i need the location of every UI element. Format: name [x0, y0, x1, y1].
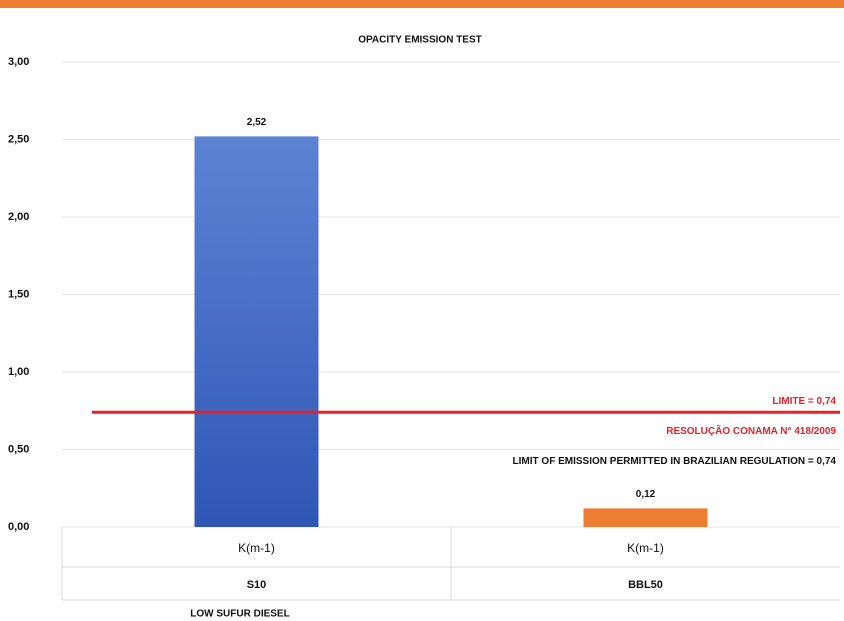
y-tick-label: 2,00: [8, 211, 29, 223]
y-tick-label: 2,50: [8, 133, 29, 145]
y-tick-label: 1,00: [8, 366, 29, 378]
y-tick-label: 0,00: [8, 521, 29, 533]
x-subcategory-label: K(m-1): [238, 541, 275, 555]
y-tick-label: 3,00: [8, 56, 29, 68]
reference-note: LIMIT OF EMISSION PERMITTED IN BRAZILIAN…: [513, 456, 837, 467]
x-tick-label: S10: [247, 579, 267, 591]
y-tick-label: 1,50: [8, 288, 29, 300]
data-label: 0,12: [636, 489, 656, 500]
chart-title: OPACITY EMISSION TEST: [358, 35, 482, 46]
annotation: LOW SUFUR DIESEL: [190, 609, 289, 620]
y-tick-label: 0,50: [8, 443, 29, 455]
top-bar: [0, 0, 844, 8]
x-tick-label: BBL50: [628, 579, 663, 591]
bar: [583, 508, 708, 527]
x-subcategory-label: K(m-1): [627, 541, 664, 555]
bar: [194, 136, 319, 527]
reference-label: RESOLUÇÃO CONAMA N° 418/2009: [666, 424, 836, 437]
reference-label: LIMITE = 0,74: [772, 396, 836, 407]
data-label: 2,52: [247, 117, 267, 128]
